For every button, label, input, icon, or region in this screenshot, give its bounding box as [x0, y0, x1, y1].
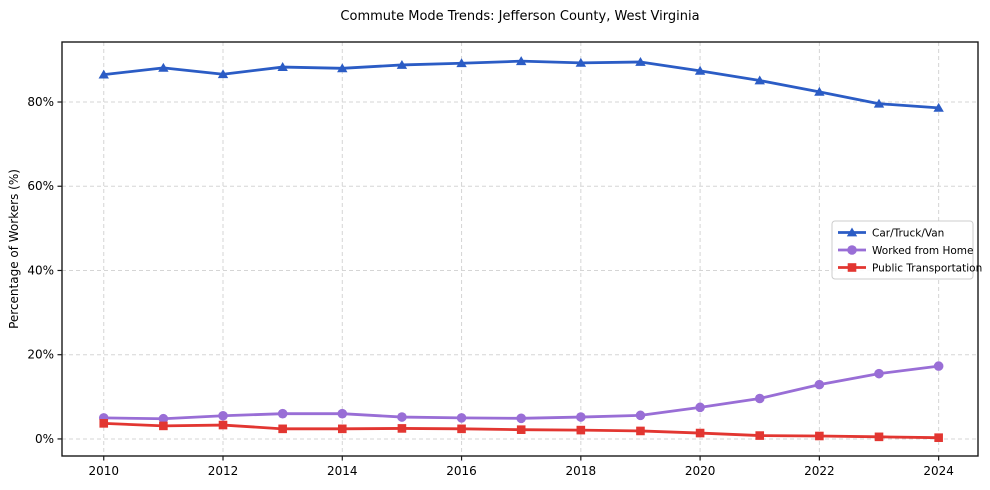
data-point-triangle — [754, 75, 765, 85]
data-point-square — [815, 431, 824, 441]
y-tick-label: 80% — [27, 95, 54, 109]
plot-border — [61, 41, 979, 457]
data-point-circle — [218, 410, 228, 421]
x-tick-label: 2024 — [923, 464, 954, 478]
data-point-square — [337, 424, 347, 434]
data-point-triangle — [635, 57, 646, 66]
data-point-circle — [576, 412, 586, 422]
data-point-circle — [397, 412, 407, 422]
x-tick-label: 2010 — [88, 464, 119, 478]
data-point-square — [636, 426, 645, 436]
data-point-triangle — [396, 59, 408, 69]
data-point-square — [397, 424, 407, 433]
data-point-triangle — [575, 57, 587, 67]
data-point-square — [695, 428, 705, 438]
data-point-triangle — [694, 65, 706, 75]
data-point-circle — [814, 379, 825, 390]
x-tick-label: 2020 — [685, 464, 716, 478]
x-tick-label: 2022 — [804, 464, 835, 478]
x-tick-label: 2016 — [446, 464, 477, 478]
data-point-circle — [158, 413, 169, 424]
data-point-triangle — [933, 102, 944, 112]
legend-label: Public Transportation — [872, 262, 982, 274]
data-point-circle — [516, 413, 526, 424]
data-point-square — [278, 424, 287, 434]
y-tick-label: 40% — [27, 263, 54, 277]
data-point-circle — [754, 393, 765, 404]
data-point-square — [874, 432, 884, 442]
data-point-square — [99, 419, 109, 428]
data-point-triangle — [814, 86, 825, 96]
data-point-circle — [635, 410, 646, 421]
data-point-triangle — [337, 63, 348, 73]
data-point-triangle — [98, 69, 109, 79]
data-point-circle — [695, 402, 705, 413]
data-point-triangle — [515, 56, 527, 66]
data-point-square — [218, 420, 228, 430]
data-point-circle — [337, 408, 348, 419]
y-tick-label: 60% — [27, 179, 54, 193]
data-point-square — [457, 424, 466, 434]
data-point-circle — [933, 361, 944, 371]
x-tick-label: 2012 — [208, 464, 239, 478]
data-point-circle — [456, 413, 467, 423]
data-point-square — [159, 421, 168, 431]
data-point-triangle — [873, 98, 885, 108]
data-point-triangle — [456, 58, 467, 68]
legend-label: Worked from Home — [872, 245, 973, 257]
data-point-square — [755, 431, 765, 440]
legend-marker-triangle — [846, 227, 858, 237]
legend-marker-circle — [847, 245, 857, 255]
x-tick-label: 2018 — [566, 464, 597, 478]
legend-label: Car/Truck/Van — [872, 227, 944, 239]
data-point-square — [934, 433, 943, 442]
data-point-square — [576, 425, 586, 435]
data-point-circle — [277, 408, 288, 419]
legend-box — [831, 220, 974, 280]
y-tick-label: 0% — [35, 432, 54, 446]
data-point-square — [516, 425, 526, 434]
plot-area — [62, 42, 978, 456]
x-tick-label: 2014 — [327, 464, 358, 478]
data-point-triangle — [158, 62, 169, 72]
legend-marker-square — [847, 263, 857, 272]
data-point-triangle — [217, 69, 229, 79]
data-point-circle — [874, 368, 884, 379]
data-point-triangle — [277, 62, 288, 71]
y-tick-label: 20% — [27, 348, 54, 362]
chart-title: Commute Mode Trends: Jefferson County, W… — [340, 9, 700, 24]
